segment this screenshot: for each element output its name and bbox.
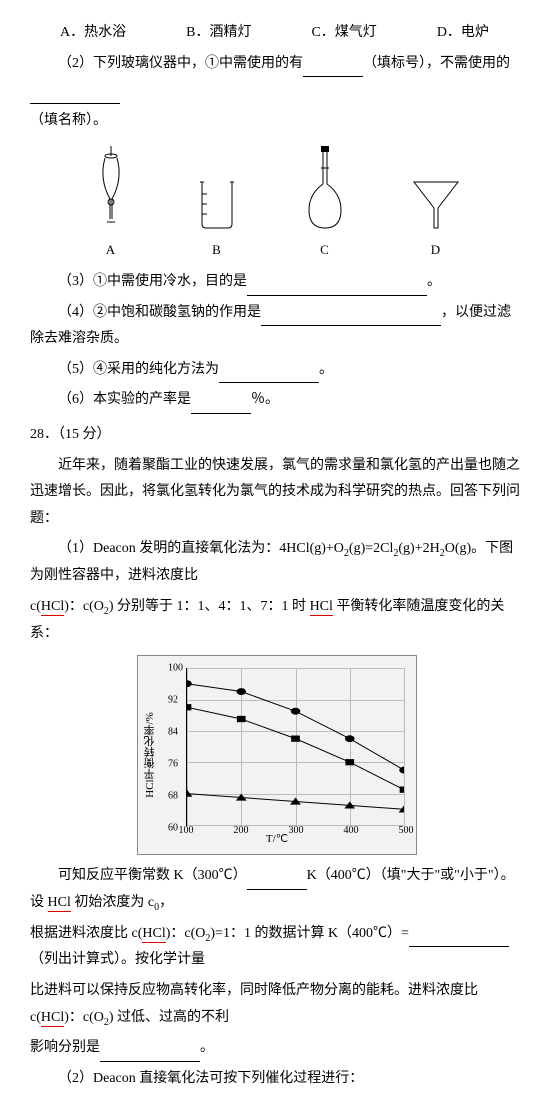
- opt-d: D．电炉: [437, 20, 489, 47]
- conc3: 比进料可以保持反应物高转化率，同时降低产物分离的能耗。进料浓度比 c(HCl)：…: [30, 978, 524, 1031]
- glass-label: C: [320, 238, 329, 263]
- q6a: （6）本实验的产率是: [58, 392, 191, 407]
- c2a: 根据进料浓度比 c(: [30, 926, 142, 941]
- conc1: 可知反应平衡常数 K（300℃）K（400℃）（填"大于"或"小于"）。设 HC…: [30, 863, 524, 916]
- blank: [261, 309, 441, 326]
- blank: [247, 873, 307, 890]
- c4a: 影响分别是: [30, 1040, 100, 1055]
- conc4: 影响分别是 。: [30, 1035, 524, 1062]
- glass-label: B: [212, 238, 221, 263]
- blank: [247, 279, 427, 296]
- hcl: HCl: [310, 599, 333, 616]
- glass-a: A: [91, 144, 131, 263]
- q2-tail: （填名称）。: [30, 108, 524, 135]
- glass-label: A: [106, 238, 115, 263]
- q3-line: （3）①中需使用冷水，目的是。: [30, 269, 524, 296]
- q5-line: （5）④采用的纯化方法为。: [30, 357, 524, 384]
- c2d: （列出计算式）。按化学计量: [30, 952, 205, 967]
- c2c: )=1：1 的数据计算 K（400℃）=: [210, 926, 409, 941]
- separating-funnel-icon: [91, 144, 131, 234]
- c1c: 初始浓度为 c: [71, 895, 154, 910]
- c3c: ) 过低、过高的不利: [109, 1010, 229, 1025]
- x-axis-label: T/℃: [266, 829, 288, 850]
- blank: [303, 60, 363, 77]
- hcl: HCl: [48, 895, 71, 912]
- beaker-icon: [192, 174, 242, 234]
- hcl: HCl: [41, 1010, 64, 1027]
- glass-label: D: [431, 238, 440, 263]
- c1d: ，: [159, 895, 173, 910]
- q2-prefix: （2）下列玻璃仪器中，①中需使用的有: [58, 56, 303, 71]
- q4-line: （4）②中饱和碳酸氢钠的作用是，以便过滤除去难溶杂质。: [30, 300, 524, 353]
- opt-c: C．煤气灯: [311, 20, 376, 47]
- y-axis-label: HCl平衡转化率/%: [140, 712, 161, 798]
- q5-text: （5）④采用的纯化方法为: [58, 362, 219, 377]
- glass-d: D: [408, 174, 464, 263]
- q6b: ％。: [251, 392, 279, 407]
- q2-mid: （填标号），不需使用的: [363, 56, 510, 71]
- option-row: A．热水浴 B．酒精灯 C．煤气灯 D．电炉: [60, 20, 524, 47]
- c2b: )：c(O: [166, 926, 206, 941]
- d1bb: )：c(O: [64, 599, 104, 614]
- q6-line: （6）本实验的产率是 ％。: [30, 387, 524, 414]
- d1c: (g)+2H: [398, 541, 439, 556]
- plot-area: [186, 668, 404, 826]
- blank: [409, 931, 509, 948]
- blank: [191, 397, 251, 414]
- c4b: 。: [200, 1040, 214, 1055]
- volumetric-flask-icon: [303, 144, 347, 234]
- glass-c: C: [303, 144, 347, 263]
- blank: [100, 1045, 200, 1062]
- chart: HCl平衡转化率/% T/℃ 6068768492100100200300400…: [137, 655, 417, 855]
- hcl: HCl: [142, 926, 165, 943]
- d1a: （1）Deacon 发明的直接氧化法为：4HCl(g)+O: [58, 541, 344, 556]
- opt-b: B．酒精灯: [186, 20, 251, 47]
- q3-text: （3）①中需使用冷水，目的是: [58, 274, 247, 289]
- q28-num: 28．（15 分）: [30, 422, 524, 449]
- glass-b: B: [192, 174, 242, 263]
- c1a: 可知反应平衡常数 K（300℃）: [58, 868, 247, 883]
- series-svg: [187, 668, 404, 825]
- q4a: （4）②中饱和碳酸氢钠的作用是: [58, 305, 261, 320]
- chart-wrap: HCl平衡转化率/% T/℃ 6068768492100100200300400…: [30, 655, 524, 855]
- intro: 近年来，随着聚酯工业的快速发展，氯气的需求量和氯化氢的产出量也随之迅速增长。因此…: [30, 453, 524, 533]
- d1ba: c(: [30, 599, 41, 614]
- blank: [30, 87, 120, 104]
- hcl: HCl: [41, 599, 64, 616]
- glassware-row: A B C D: [60, 144, 494, 263]
- deacon-1: （1）Deacon 发明的直接氧化法为：4HCl(g)+O2(g)=2Cl2(g…: [30, 536, 524, 589]
- deacon-2: （2）Deacon 直接氧化法可按下列催化过程进行：: [30, 1066, 524, 1093]
- deacon-1b: c(HCl)：c(O2) 分别等于 1：1、4：1、7：1 时 HCl 平衡转化…: [30, 594, 524, 647]
- d1bc: ) 分别等于 1：1、4：1、7：1 时: [109, 599, 310, 614]
- conc2: 根据进料浓度比 c(HCl)：c(O2)=1：1 的数据计算 K（400℃）=（…: [30, 921, 524, 974]
- q2-line: （2）下列玻璃仪器中，①中需使用的有 （填标号），不需使用的: [30, 51, 524, 104]
- funnel-icon: [408, 174, 464, 234]
- d1b: (g)=2Cl: [349, 541, 393, 556]
- opt-a: A．热水浴: [60, 20, 126, 47]
- c3b: )：c(O: [64, 1010, 104, 1025]
- blank: [219, 367, 319, 384]
